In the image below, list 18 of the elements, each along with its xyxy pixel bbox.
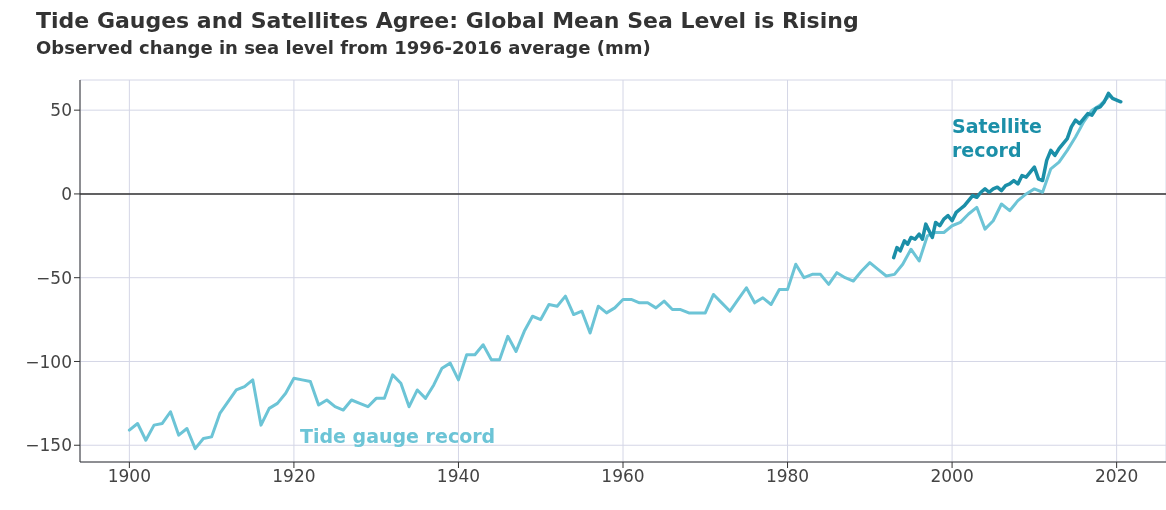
line-series: [127, 95, 1110, 451]
x-tick-label: 1900: [107, 466, 151, 487]
y-tick-label: −50: [36, 267, 72, 288]
chart-subtitle: Observed change in sea level from 1996-2016 average (mm): [36, 37, 652, 58]
y-tick-label: −100: [25, 351, 72, 372]
x-tick-label: 2020: [1095, 466, 1139, 487]
y-tick-label: 50: [50, 100, 72, 121]
x-tick-label: 1960: [601, 466, 645, 487]
annotation: Tide gauge record: [300, 424, 496, 448]
annotation: Satellite record: [952, 114, 1042, 162]
x-tick-label: 1940: [436, 466, 481, 487]
y-tick-label: −150: [25, 435, 72, 456]
line-series: [891, 91, 1123, 260]
x-tick-label: 2000: [930, 466, 974, 487]
y-tick-label: 0: [61, 183, 72, 204]
x-tick-label: 1920: [272, 466, 316, 487]
chart-title: Tide Gauges and Satellites Agree: Global Mean Sea Level is Rising: [36, 8, 860, 33]
x-tick-label: 1980: [765, 466, 810, 487]
